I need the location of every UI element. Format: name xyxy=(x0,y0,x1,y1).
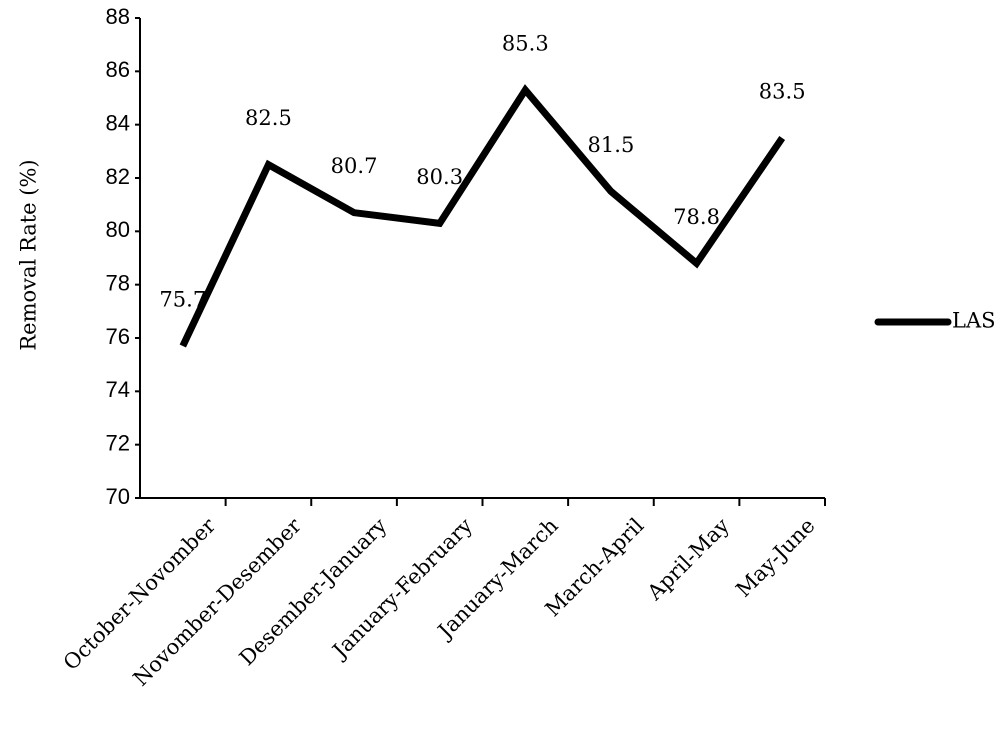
x-tick-label: May-June xyxy=(731,513,819,601)
data-label: 80.3 xyxy=(416,165,463,189)
x-tick-label: Desember-January xyxy=(235,513,392,670)
data-label: 81.5 xyxy=(588,133,635,157)
y-axis-title: Removal Rate (%) xyxy=(17,159,41,350)
x-tick-label: January-February xyxy=(327,513,478,664)
y-tick-label: 78 xyxy=(106,270,130,295)
y-tick-label: 88 xyxy=(106,4,130,29)
data-label: 78.8 xyxy=(673,205,720,229)
y-tick-label: 74 xyxy=(106,377,130,402)
data-label: 80.7 xyxy=(331,154,378,178)
y-tick-label: 76 xyxy=(106,324,130,349)
y-tick-label: 72 xyxy=(106,430,130,455)
data-label: 82.5 xyxy=(245,106,292,130)
legend-label: LAS xyxy=(952,309,996,333)
y-tick-label: 80 xyxy=(106,217,130,242)
y-tick-label: 70 xyxy=(106,484,130,509)
y-tick-label: 82 xyxy=(106,164,130,189)
x-tick-label: April-May xyxy=(642,513,734,605)
y-tick-label: 84 xyxy=(106,110,130,135)
line xyxy=(179,84,786,348)
data-label: 83.5 xyxy=(759,80,806,104)
data-label: 85.3 xyxy=(502,32,549,56)
x-tick-label: October-Novomber xyxy=(59,513,221,675)
x-tick-label: Novomber-Desember xyxy=(129,513,307,691)
data-label: 75.7 xyxy=(159,288,206,312)
y-tick-label: 86 xyxy=(106,57,130,82)
